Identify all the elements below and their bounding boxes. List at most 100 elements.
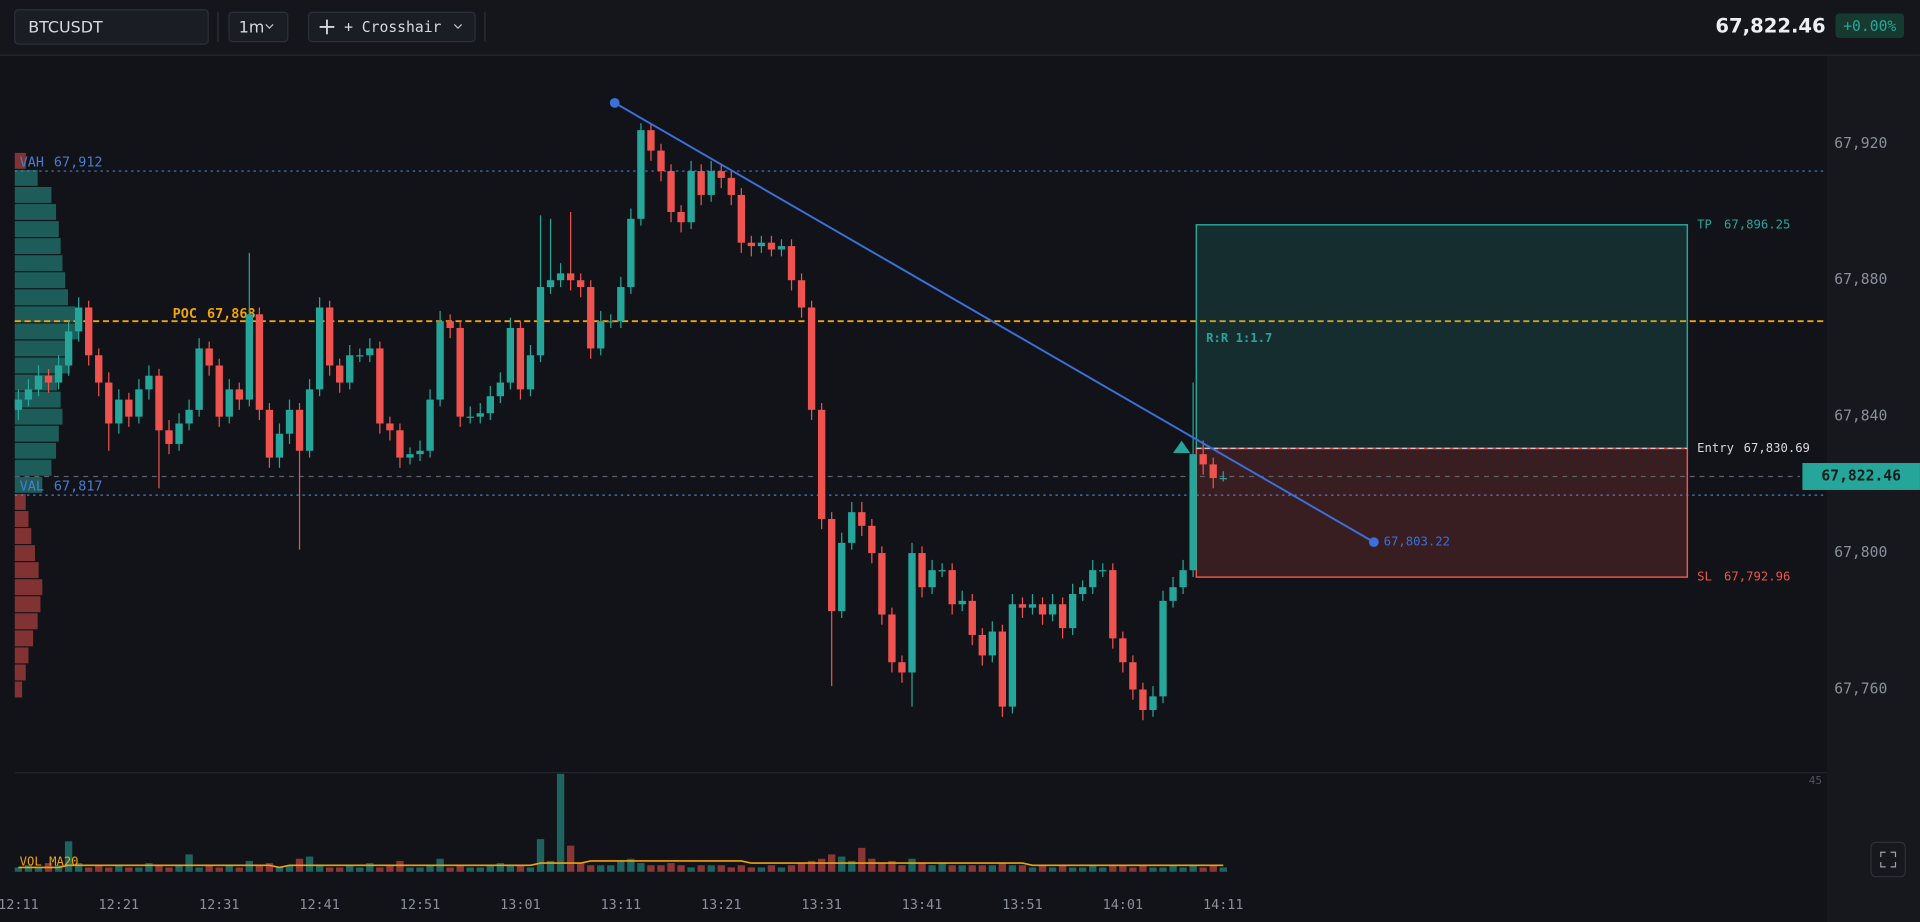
candle-body <box>64 331 73 366</box>
candle-body <box>325 307 334 366</box>
volume-bar <box>607 865 615 872</box>
volume-bar <box>868 858 876 872</box>
candle-body <box>416 450 424 455</box>
volume-bar <box>165 867 173 872</box>
candle-body <box>85 307 93 356</box>
position-price: 67,792.96 <box>1724 570 1790 584</box>
fullscreen-button[interactable] <box>1870 841 1906 878</box>
candle-body <box>536 287 545 356</box>
volume-bar <box>1199 867 1207 872</box>
volume-bar <box>938 863 946 872</box>
volume-bar <box>305 856 314 872</box>
volume-bar <box>1008 865 1017 872</box>
volume-bar <box>135 867 143 872</box>
candle-body <box>1189 454 1197 571</box>
volume-bar <box>617 860 625 872</box>
candle-body <box>928 570 936 588</box>
volume-bar <box>366 863 374 872</box>
candle-body <box>165 430 173 444</box>
profile-bar <box>14 408 63 425</box>
candle-body <box>1099 570 1107 572</box>
x-tick-label: 13:01 <box>500 898 541 913</box>
volume-bar <box>1179 867 1187 872</box>
volume-bar <box>125 867 133 872</box>
candle-body <box>125 399 133 417</box>
candle-body <box>1159 600 1167 697</box>
candle-body <box>135 389 143 417</box>
candle-body <box>697 171 705 195</box>
volume-bar <box>958 865 966 872</box>
candle-body <box>767 242 776 250</box>
level-name: VAH <box>20 156 44 171</box>
volume-bar <box>1038 865 1047 872</box>
candle-body <box>14 399 23 410</box>
volume-bar <box>697 865 705 872</box>
candle-body <box>245 314 254 400</box>
volume-bar <box>928 865 936 872</box>
candle-body <box>1028 604 1037 608</box>
candle-body <box>1169 587 1177 601</box>
profile-bar <box>14 272 66 289</box>
candle-body <box>1089 570 1097 588</box>
candle-body <box>336 365 344 383</box>
volume-bar <box>285 865 294 872</box>
candle-body <box>727 177 735 195</box>
candle-body <box>366 348 374 356</box>
volume-bar <box>968 865 976 872</box>
volume-bar <box>346 865 354 872</box>
candle-body <box>175 423 183 444</box>
volume-bar <box>416 867 424 872</box>
position-label: TP <box>1697 217 1712 231</box>
candle-body <box>667 171 675 213</box>
volume-bar <box>767 865 776 872</box>
volume-bar <box>105 867 113 872</box>
level-price: 67,912 <box>54 156 103 171</box>
x-tick-label: 14:01 <box>1103 898 1144 913</box>
volume-bar <box>516 865 525 872</box>
candle-body <box>356 355 364 357</box>
candle-body <box>54 365 63 383</box>
chevron <box>265 24 274 30</box>
profile-bar <box>14 579 43 596</box>
candle-body <box>396 430 404 458</box>
volume-bar <box>1048 867 1057 872</box>
candle-body <box>1109 570 1117 639</box>
volume-bar <box>315 865 324 872</box>
volume-bar <box>235 867 243 872</box>
candle-body <box>828 518 836 612</box>
trendline <box>614 102 1375 543</box>
position-price: 67,896.25 <box>1724 217 1790 231</box>
candle-body <box>888 614 896 663</box>
volume-bar <box>486 865 494 872</box>
volume-bar <box>878 863 886 872</box>
volume-bar <box>707 865 715 872</box>
volume-bar <box>14 867 23 872</box>
volume-bar <box>1169 865 1177 872</box>
candle-body <box>1219 478 1227 480</box>
candle-body <box>617 287 625 322</box>
volume-bar <box>667 863 675 872</box>
y-tick-label: 67,920 <box>1834 135 1887 152</box>
volume-bar <box>34 867 43 872</box>
candle-body <box>1079 587 1087 595</box>
interval-button[interactable] <box>228 11 289 43</box>
candle-body <box>1139 689 1147 710</box>
volume-bar <box>265 863 274 872</box>
volume-bar <box>175 865 183 872</box>
volume-bar <box>1119 865 1127 872</box>
volume-bar <box>576 863 585 872</box>
y-tick-label: 67,760 <box>1834 681 1887 698</box>
candle-body <box>1068 594 1077 629</box>
volume-bar <box>848 860 856 872</box>
tool-button[interactable] <box>307 11 476 43</box>
candle-body <box>607 321 615 323</box>
x-tick-label: 13:41 <box>902 898 943 913</box>
volume-tick-label: 45 <box>1809 774 1822 787</box>
volume-bar <box>225 865 233 872</box>
candle-body <box>757 242 766 247</box>
candle-body <box>305 389 314 451</box>
symbol-input[interactable] <box>14 9 209 45</box>
volume-bar <box>1129 867 1137 872</box>
position-label: Entry <box>1697 441 1734 455</box>
